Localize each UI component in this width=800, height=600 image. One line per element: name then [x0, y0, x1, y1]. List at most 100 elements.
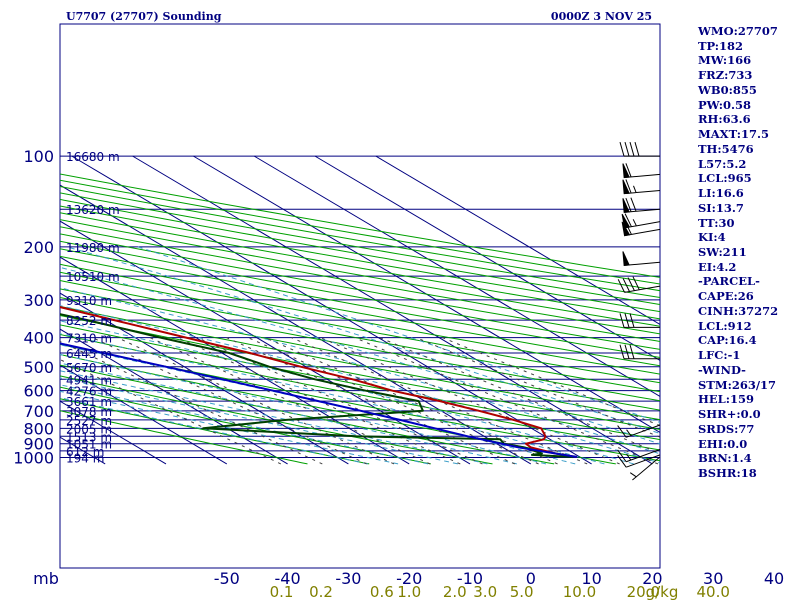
index-item: LCL:912: [698, 318, 752, 333]
dry-adiabat-line: [60, 364, 555, 465]
mixing-ratio-tick-label: 0.2: [309, 583, 333, 600]
index-item: LI:16.6: [698, 186, 744, 201]
dry-adiabat-line: [60, 410, 308, 465]
temperature-tick-label: -30: [335, 569, 361, 588]
height-label: 5670 m: [66, 361, 112, 375]
isotherm-line: [60, 292, 349, 465]
index-item: TT:30: [698, 215, 735, 230]
moist-adiabat-line: [60, 362, 517, 465]
index-item: EI:4.2: [698, 259, 737, 274]
dry-adiabat-line: [60, 398, 370, 465]
height-label: 16680 m: [66, 150, 120, 164]
index-item: TH:5476: [698, 141, 754, 156]
isotherm-line: [60, 256, 410, 465]
wind-barb: [617, 454, 661, 468]
dry-adiabat-line: [60, 271, 660, 384]
mixing-ratio-tick-label: 0.1: [270, 583, 294, 600]
wind-barb: [617, 276, 661, 293]
mixing-ratio-line: [92, 337, 367, 465]
moist-adiabat-line: [60, 305, 660, 464]
isotherm-line: [60, 328, 288, 465]
pressure-tick-label: 800: [23, 419, 54, 438]
index-item: RH:63.6: [698, 112, 751, 127]
pressure-tick-label: 200: [23, 238, 54, 257]
index-item: -WIND-: [698, 362, 746, 377]
wind-barb: [617, 424, 661, 438]
mixing-ratio-tick-label: 3.0: [473, 583, 497, 600]
index-item: TP:182: [698, 38, 744, 53]
dry-adiabat-line: [60, 248, 660, 358]
temperature-tick-label: -50: [214, 569, 240, 588]
height-label: 4941 m: [66, 373, 112, 387]
temperature-tick-label: 0: [526, 569, 536, 588]
index-item: LFC:-1: [698, 348, 741, 363]
dry-adiabat-line: [60, 226, 660, 335]
moist-adiabat-line: [60, 397, 368, 465]
mixing-ratio-tick-label: 0.6: [370, 583, 394, 600]
pressure-tick-label: 600: [23, 382, 54, 401]
isotherm-line: [71, 155, 592, 465]
wind-barb: [622, 197, 661, 213]
temperature-tick-label: 30: [703, 569, 723, 588]
index-item: SRDS:77: [698, 421, 755, 436]
mixing-ratio-line: [177, 337, 461, 465]
isotherm-line: [60, 400, 167, 465]
dry-adiabat-line: [60, 324, 660, 441]
height-label: 11980 m: [66, 241, 120, 255]
index-item: HEL:159: [698, 392, 754, 407]
temperature-tick-label: 20: [642, 569, 662, 588]
temperature-tick-label: -10: [457, 569, 483, 588]
wind-barb: [622, 251, 661, 266]
index-item: SW:211: [698, 245, 747, 260]
height-label: 8252 m: [66, 314, 112, 328]
mixing-ratio-line: [60, 358, 282, 465]
isobar-grid: [59, 23, 661, 569]
height-label: 9310 m: [66, 294, 112, 308]
dry-adiabat-line: [60, 233, 660, 342]
mixing-ratio-tick-label: 1.0: [397, 583, 421, 600]
sounding-profiles: [60, 306, 578, 458]
indices-panel: WMO:27707 TP:182 MW:166 FRZ:733 WB0:855 PW:0.…: [698, 24, 798, 481]
dry-adiabat-line: [60, 279, 660, 393]
sounding-series-2: [60, 342, 578, 458]
dry-adiabat-line: [60, 288, 660, 402]
index-item: -PARCEL-: [698, 274, 760, 289]
wind-barb: [619, 344, 660, 360]
height-label: 2527 m: [66, 414, 112, 428]
mixing-ratio-line: [247, 337, 539, 465]
index-item: BRN:1.4: [698, 451, 752, 466]
dry-adiabat-line: [60, 212, 660, 320]
index-item: MW:166: [698, 53, 752, 68]
height-label: 612 m: [66, 445, 104, 459]
moist-adiabat-line: [60, 333, 605, 465]
index-item: BSHR:18: [698, 466, 757, 481]
pressure-tick-label: 300: [23, 291, 54, 310]
sounding-series-0: [60, 306, 578, 458]
index-item: MAXT:17.5: [698, 127, 769, 142]
isotherm-line: [193, 155, 660, 433]
height-label: 1513 m: [66, 430, 112, 444]
dry-adiabat-line: [60, 333, 660, 451]
index-item: WB0:855: [698, 82, 757, 97]
index-item: EHI:0.0: [698, 436, 748, 451]
pressure-tick-label: 100: [23, 147, 54, 166]
height-label: 1051 m: [66, 438, 112, 452]
mixing-ratio-tick-label: 20.0: [627, 583, 660, 600]
dry-adiabat-line: [60, 305, 660, 421]
temperature-tick-label: -20: [396, 569, 422, 588]
height-label: 3078 m: [66, 405, 112, 419]
wind-barb: [622, 163, 661, 179]
height-label: 13620 m: [66, 203, 120, 217]
dry-adiabat-line: [60, 185, 660, 292]
index-item: LCL:965: [698, 171, 752, 186]
mixing-ratio-line: [60, 340, 323, 465]
index-item: SI:13.7: [698, 200, 744, 215]
index-item: L57:5.2: [698, 156, 747, 171]
station-title: U7707 (27707) Sounding: [66, 10, 222, 23]
wind-barb: [621, 221, 661, 237]
mixing-ratio-unit-label: g/kg: [646, 583, 679, 600]
index-item: STM:263/17: [698, 377, 777, 392]
dry-adiabat-line: [60, 240, 660, 350]
dry-adiabat-line: [60, 263, 660, 375]
